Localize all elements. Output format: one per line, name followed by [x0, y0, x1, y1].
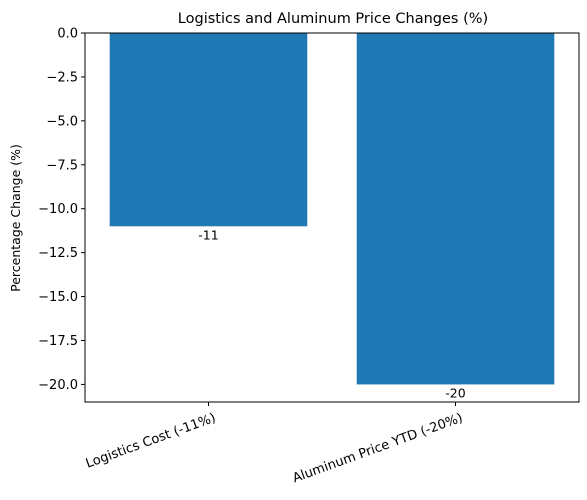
data-label-0: -11: [198, 227, 218, 242]
y-axis-label: Percentage Change (%): [8, 144, 23, 292]
plot-area: -11 -20 0.0 −2.5 −5.0 −7.5 −10.0 −12.5 −15.0 −17.…: [38, 27, 580, 487]
y-tick-label-0: 0.0: [57, 27, 78, 42]
axes-frame: [84, 32, 580, 403]
y-tick-label-5: −12.5: [38, 246, 78, 261]
x-tick-label-1: Aluminum Price YTD (-20%): [291, 411, 465, 487]
y-tick-label-1: −2.5: [46, 70, 78, 85]
y-tick-label-3: −7.5: [46, 158, 78, 173]
bar-1: [356, 33, 555, 385]
bar-0: [109, 33, 308, 227]
chart-title: Logistics and Aluminum Price Changes (%): [178, 11, 488, 27]
data-label-1: -20: [445, 385, 465, 400]
y-tick-label-7: −17.5: [38, 334, 78, 349]
y-tick-label-6: −15.0: [38, 290, 78, 305]
y-tick-label-8: −20.0: [38, 378, 78, 393]
y-tick-label-4: −10.0: [38, 202, 78, 217]
y-tick-label-2: −5.0: [46, 114, 78, 129]
x-tick-label-0: Logistics Cost (-11%): [84, 411, 218, 472]
